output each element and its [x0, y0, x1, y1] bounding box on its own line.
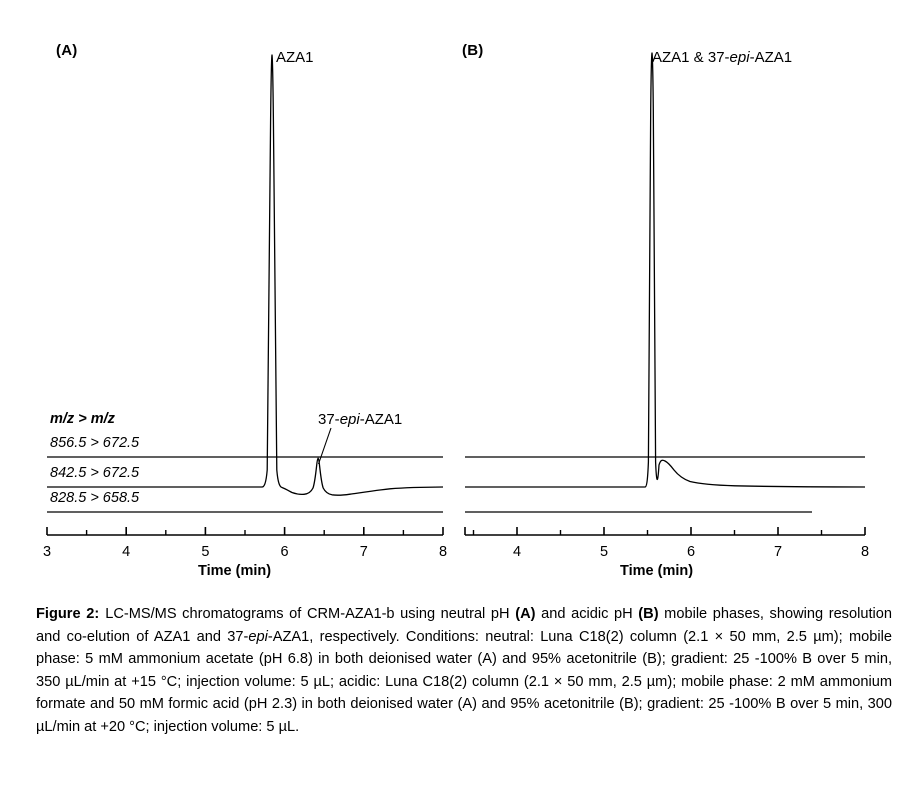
panel-a-label: (A) — [56, 42, 78, 59]
peak-label-aza1-and-epi-panel-b: AZA1 & 37-epi-AZA1 — [652, 49, 792, 66]
b-label-suffix: -AZA1 — [749, 49, 793, 66]
mrm-transition-label-0: 856.5 > 672.5 — [50, 435, 140, 451]
mrm-transition-label-2: 828.5 > 658.5 — [50, 490, 140, 506]
panel-a-tick-label-5: 8 — [438, 544, 448, 560]
epi-label-suffix: -AZA1 — [359, 411, 403, 428]
caption-lead: Figure 2: — [36, 606, 100, 622]
trace-842-5-672-5-b — [465, 52, 866, 488]
panel-b-label: (B) — [462, 42, 484, 59]
b-label-italic: epi — [729, 49, 750, 66]
panel-a-tick-label-4: 7 — [359, 544, 368, 560]
mrm-transition-label-1: 842.5 > 672.5 — [50, 465, 140, 481]
panel-b-axis-title: Time (min) — [620, 563, 694, 579]
mrm-transitions-header: m/z > m/z — [50, 411, 115, 427]
panel-b-tick-label-0: 4 — [512, 544, 522, 560]
b-label-prefix: AZA1 & 37- — [652, 49, 730, 66]
panel-b-tick-label-2: 6 — [686, 544, 696, 560]
epi-label-italic: epi — [339, 411, 360, 428]
epi-aza1-leader-line — [317, 427, 332, 465]
panel-a-x-axis — [46, 527, 444, 536]
panel-b-tick-label-1: 5 — [599, 544, 609, 560]
panel-a-axis-title: Time (min) — [198, 563, 272, 579]
panel-a-traces — [46, 54, 444, 536]
panel-a-tick-label-1: 4 — [122, 544, 131, 560]
panel-a-tick-label-3: 6 — [280, 544, 289, 560]
caption-body: LC-MS/MS chromatograms of CRM-AZA1-b usi… — [36, 606, 892, 736]
panel-a-tick-label-0: 3 — [42, 544, 52, 560]
trace-842-5-672-5-a — [47, 54, 444, 496]
panel-b-tick-label-3: 7 — [773, 544, 783, 560]
panel-b-x-axis — [464, 527, 866, 536]
panel-b-traces — [464, 52, 866, 536]
epi-label-prefix: 37- — [318, 411, 340, 428]
peak-label-epi-aza1-panel-a: 37-epi-AZA1 — [318, 411, 402, 428]
peak-label-aza1-panel-a: AZA1 — [276, 49, 314, 66]
panel-b-tick-label-4: 8 — [860, 544, 870, 560]
panel-a-tick-label-2: 5 — [201, 544, 210, 560]
figure-caption: Figure 2: LC-MS/MS chromatograms of CRM-A… — [36, 603, 892, 739]
